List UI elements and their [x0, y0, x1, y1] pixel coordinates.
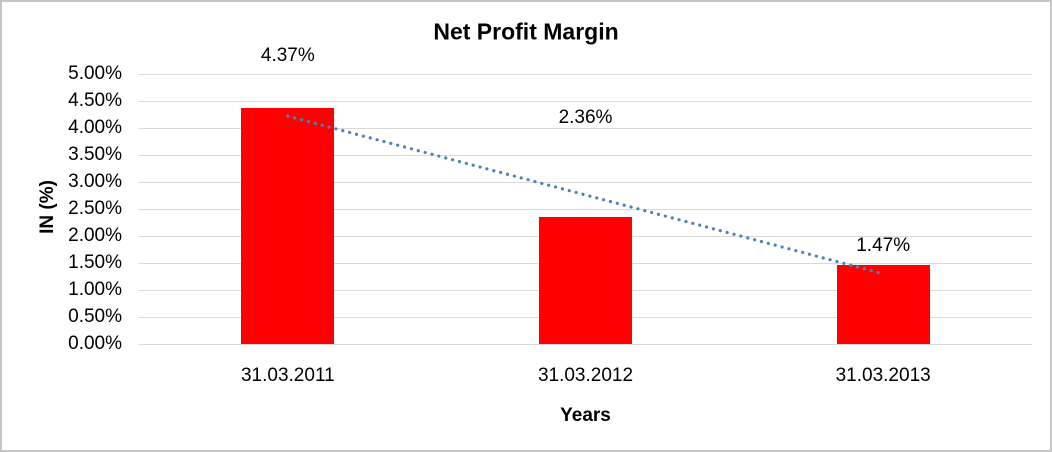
- y-tick-label: 0.00%: [68, 333, 122, 354]
- bar-31.03.2013: [836, 264, 930, 344]
- y-tick-label: 4.00%: [68, 117, 122, 138]
- x-category-label: 31.03.2013: [835, 365, 931, 386]
- y-tick-label: 3.50%: [68, 144, 122, 165]
- bar-31.03.2012: [539, 216, 632, 344]
- y-tick-label: 3.00%: [68, 171, 122, 192]
- gridline: [139, 344, 1032, 345]
- y-tick-label: 1.50%: [68, 252, 122, 273]
- gridline: [139, 155, 1032, 156]
- data-label: 1.47%: [856, 235, 911, 256]
- y-tick-label: 2.00%: [68, 225, 122, 246]
- data-label: 2.36%: [558, 107, 613, 128]
- gridline: [139, 74, 1032, 75]
- chart-title: Net Profit Margin: [433, 18, 619, 45]
- y-tick-label: 5.00%: [68, 63, 122, 84]
- gridline: [139, 182, 1032, 183]
- gridline: [139, 209, 1032, 210]
- gridline: [139, 128, 1032, 129]
- y-tick-label: 4.50%: [68, 90, 122, 111]
- y-tick-label: 0.50%: [68, 306, 122, 327]
- gridline: [139, 101, 1032, 102]
- y-tick-label: 1.00%: [68, 279, 122, 300]
- data-label: 4.37%: [260, 45, 315, 66]
- bar-31.03.2011: [241, 108, 335, 344]
- y-tick-label: 2.50%: [68, 198, 122, 219]
- x-axis-title: Years: [560, 405, 611, 426]
- x-category-label: 31.03.2011: [240, 365, 335, 386]
- x-category-label: 31.03.2012: [537, 365, 634, 386]
